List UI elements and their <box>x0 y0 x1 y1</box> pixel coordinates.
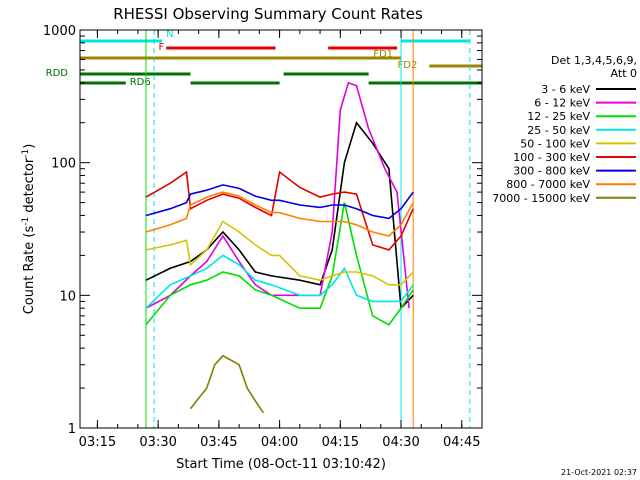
legend-label-300-800-kev: 300 - 800 keV <box>513 165 590 178</box>
y-axis-label: Count Rate (s-1 detector-1) <box>21 144 37 315</box>
x-axis: 03:15 03:30 03:45 04:00 04:15 04:30 04:45 <box>79 30 483 450</box>
series-line-50-100-kev <box>145 220 414 286</box>
legend-header-attenuator: Att 0 <box>611 67 637 80</box>
flag-label-f: F <box>158 42 164 53</box>
series-line-25-50-kev <box>145 254 414 309</box>
series-line-7000-15000-kev <box>189 354 265 414</box>
series-line-12-25-kev <box>145 202 414 326</box>
y-tick-label: 10 <box>59 289 76 304</box>
legend-label-25-50-kev: 25 - 50 keV <box>527 124 590 137</box>
x-tick-label: 03:45 <box>200 435 237 450</box>
legend-label-800-7000-kev: 800 - 7000 keV <box>506 178 590 191</box>
series-lines <box>145 81 414 414</box>
legend-label-50-100-kev: 50 - 100 keV <box>520 137 590 150</box>
legend-label-6-12-kev: 6 - 12 keV <box>534 97 590 110</box>
legend-label-7000-15000-kev: 7000 - 15000 keV <box>492 192 590 205</box>
chart-title: RHESSI Observing Summary Count Rates <box>113 5 423 23</box>
legend-header-detectors: Det 1,3,4,5,6,9, <box>551 54 637 67</box>
series-line-300-800-kev <box>145 184 414 220</box>
y-tick-label: 1000 <box>43 24 76 39</box>
y-tick-label: 1 <box>68 422 76 437</box>
plot-frame <box>79 29 483 429</box>
y-tick-label: 100 <box>51 157 76 172</box>
flag-label-rd6: RD6 <box>130 77 151 88</box>
x-tick-label: 04:45 <box>443 435 480 450</box>
series-line-100-300-kev <box>145 170 414 251</box>
x-tick-label: 03:15 <box>79 435 116 450</box>
flag-label-fd1: FD1 <box>373 49 393 60</box>
legend-label-3-6-kev: 3 - 6 keV <box>541 83 590 96</box>
legend-label-12-25-kev: 12 - 25 keV <box>527 110 590 123</box>
flag-label-fd2: FD2 <box>398 60 418 71</box>
x-axis-label: Start Time (08-Oct-11 03:10:42) <box>176 457 386 472</box>
timestamp: 21-Oct-2021 02:37 <box>561 468 637 477</box>
flag-label-rdd: RDD <box>46 68 69 79</box>
flag-label-n: N <box>166 29 173 40</box>
x-tick-label: 04:00 <box>261 435 298 450</box>
event-markers <box>145 30 471 428</box>
y-axis: 1 10 100 1000 <box>43 24 482 437</box>
x-tick-label: 03:30 <box>139 435 176 450</box>
series-line-800-7000-kev <box>145 191 414 237</box>
instrument-flags: NF FD1 FD2 RDD RD6 <box>46 29 482 88</box>
x-tick-label: 04:15 <box>322 435 359 450</box>
x-tick-label: 04:30 <box>382 435 419 450</box>
legend-label-100-300-kev: 100 - 300 keV <box>513 151 590 164</box>
